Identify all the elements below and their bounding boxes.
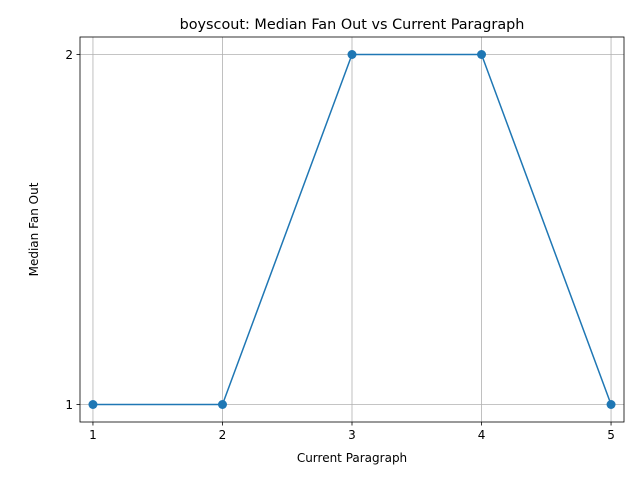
data-point [606,400,616,409]
data-point [217,400,227,409]
series-layer [88,50,616,409]
y-axis-label: Median Fan Out [27,182,41,276]
x-axis-label: Current Paragraph [297,451,407,465]
axis-ticks: 1 2 3 4 5 1 2 [65,48,615,442]
y-tick-label: 2 [65,48,73,62]
y-tick-label: 1 [65,398,73,412]
x-tick-label: 1 [89,428,97,442]
data-point [88,400,98,409]
data-point [347,50,357,59]
data-point [477,50,487,59]
x-tick-label: 5 [607,428,615,442]
x-tick-label: 2 [219,428,227,442]
x-tick-label: 3 [348,428,356,442]
x-tick-label: 4 [478,428,486,442]
chart-title: boyscout: Median Fan Out vs Current Para… [180,17,525,33]
grid [80,37,624,422]
